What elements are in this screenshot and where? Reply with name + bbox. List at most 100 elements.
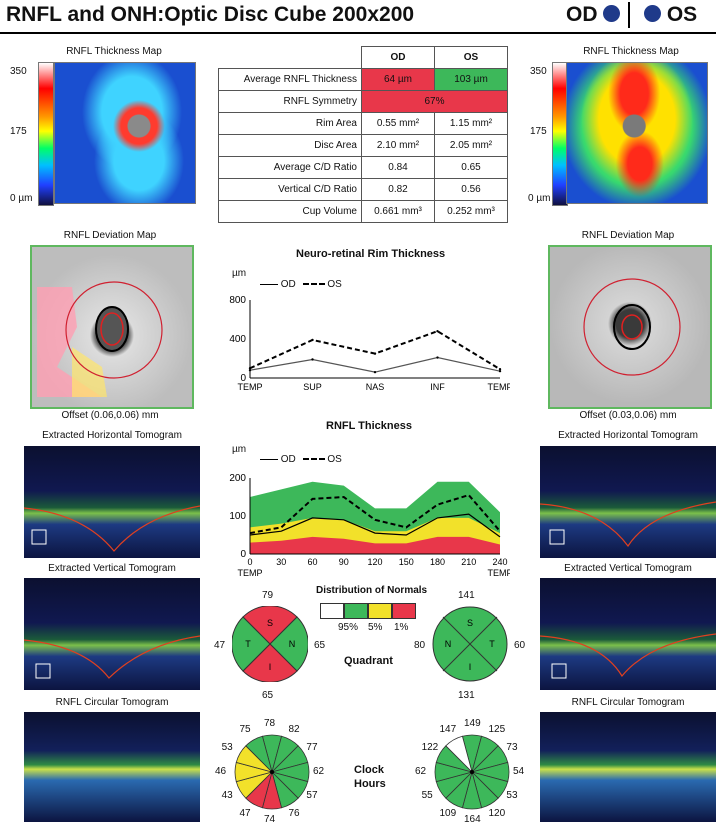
os-quadrant-i-letter: I — [469, 662, 472, 672]
rim-point-os — [311, 338, 314, 342]
rnfl-x-tick: 60 — [307, 557, 317, 567]
os-clock-value: 73 — [506, 742, 518, 753]
table-row: Vertical C/D Ratio 0.82 0.56 — [218, 178, 508, 201]
od-value: 0.84 — [361, 156, 435, 179]
od-clock-value: 77 — [306, 742, 318, 753]
table-row: Average C/D Ratio 0.84 0.65 — [218, 156, 508, 179]
quadrant-label: Quadrant — [344, 655, 393, 667]
rnfl-x-tick: 120 — [367, 557, 382, 567]
os-clock-sector — [445, 735, 473, 774]
os-quadrant-chart: S N T I — [432, 606, 508, 682]
rim-y-tick: 800 — [229, 295, 246, 306]
normals-title: Distribution of Normals — [316, 585, 428, 596]
od-clock-value: 76 — [288, 807, 300, 819]
rim-point-os — [436, 330, 439, 333]
od-clock-value: 57 — [306, 790, 318, 801]
rnfl-x-tick: 150 — [399, 557, 414, 567]
rim-point-os — [248, 367, 252, 370]
os-quadrant-s: 141 — [458, 590, 475, 601]
rim-point-od — [498, 369, 502, 373]
symmetry-value: 67% — [361, 90, 508, 113]
od-scale-bottom: 0 µm — [10, 193, 33, 204]
od-deviation-title: RNFL Deviation Map — [63, 230, 157, 241]
rnfl-y-tick: 200 — [229, 473, 246, 484]
os-circular-tomogram — [540, 712, 716, 822]
od-scale-mid: 175 — [10, 126, 27, 137]
rnfl-x-tick: 30 — [276, 557, 286, 567]
od-quadrant-t: 47 — [214, 640, 226, 651]
rnfl-series-od — [249, 513, 501, 538]
row-label: Disc Area — [218, 134, 362, 157]
rim-x-tick: TEMP — [487, 382, 510, 392]
od-clock-value: 47 — [239, 807, 251, 819]
clock-label-2: Hours — [354, 778, 386, 790]
metrics-header-row: OD OS — [218, 46, 508, 69]
rnfl-legend-od: OD — [280, 454, 296, 465]
os-quadrant-s-letter: S — [467, 618, 473, 628]
rnfl-x-end-left: TEMP — [237, 568, 262, 578]
od-thickness-map-title: RNFL Thickness Map — [66, 46, 162, 57]
table-row: Disc Area 2.10 mm² 2.05 mm² — [218, 134, 508, 157]
od-horizontal-tomogram — [23, 446, 201, 558]
od-circular-tomogram — [24, 712, 200, 822]
rnfl-chart-title: RNFL Thickness — [326, 420, 412, 432]
metrics-col-os: OS — [434, 46, 508, 69]
os-clock-value: 149 — [464, 718, 481, 729]
od-horizontal-tomo-title: Extracted Horizontal Tomogram — [42, 430, 182, 441]
normals-5-label: 5% — [368, 622, 383, 633]
os-scale-bottom: 0 µm — [528, 193, 551, 204]
rnfl-y-tick: 0 — [240, 549, 246, 560]
normals-1-label: 1% — [394, 622, 409, 633]
os-value: 2.05 mm² — [434, 134, 508, 157]
rnfl-legend-os: OS — [327, 454, 342, 465]
od-deviation-overlay — [37, 281, 163, 397]
os-clock-chart — [434, 734, 510, 810]
table-row: Average RNFL Thickness 64 µm 103 µm — [218, 68, 508, 91]
row-label: RNFL Symmetry — [218, 90, 362, 113]
os-value: 1.15 mm² — [434, 112, 508, 135]
rim-point-od — [436, 356, 439, 359]
rim-x-tick: SUP — [303, 382, 322, 392]
os-dot-icon — [644, 5, 661, 22]
os-value: 0.65 — [434, 156, 508, 179]
rim-point-os — [498, 368, 502, 371]
os-thickness-map-title: RNFL Thickness Map — [583, 46, 679, 57]
os-quadrant-n: 80 — [414, 640, 426, 651]
od-quadrant-i-letter: I — [269, 662, 272, 672]
rnfl-x-tick: 0 — [247, 557, 252, 567]
rim-legend-od: OD — [280, 279, 296, 290]
os-value: 0.56 — [434, 178, 508, 201]
normals-swatch-green — [344, 602, 368, 619]
row-label: Cup Volume — [218, 200, 362, 223]
os-scale-mid: 175 — [530, 126, 547, 137]
os-clock-value: 62 — [415, 766, 427, 777]
od-value: 0.661 mm³ — [361, 200, 435, 223]
os-circular-tomo-title: RNFL Circular Tomogram — [571, 697, 685, 708]
od-vertical-tomo-title: Extracted Vertical Tomogram — [48, 563, 176, 574]
od-clock-value: 74 — [264, 814, 276, 825]
od-clock-value: 62 — [313, 766, 325, 777]
od-quadrant-n: 65 — [314, 640, 326, 651]
os-value: 103 µm — [434, 68, 508, 91]
od-quadrant-i: 65 — [262, 690, 274, 701]
row-label: Rim Area — [218, 112, 362, 135]
os-offset-label: Offset (0.03,0.06) mm — [579, 410, 677, 421]
rim-legend: OD OS — [260, 279, 342, 290]
metrics-table: OD OS Average RNFL Thickness 64 µm 103 µ… — [218, 46, 508, 223]
table-row: Rim Area 0.55 mm² 1.15 mm² — [218, 112, 508, 135]
rim-point-od — [311, 358, 314, 361]
od-circular-tomo-title: RNFL Circular Tomogram — [55, 697, 169, 708]
clock-label: Clock — [354, 764, 384, 776]
od-quadrant-chart: S T N I — [232, 606, 308, 682]
normals-swatches — [320, 602, 416, 620]
od-clock-chart — [234, 734, 310, 810]
od-clock-value: 82 — [288, 724, 300, 736]
os-thickness-map — [566, 62, 708, 204]
od-quadrant-n-letter: N — [289, 639, 296, 649]
os-deviation-map — [548, 245, 712, 409]
os-quadrant-t-letter: T — [489, 639, 495, 649]
rim-chart-unit: µm — [232, 268, 247, 279]
table-row: Cup Volume 0.661 mm³ 0.252 mm³ — [218, 200, 508, 223]
